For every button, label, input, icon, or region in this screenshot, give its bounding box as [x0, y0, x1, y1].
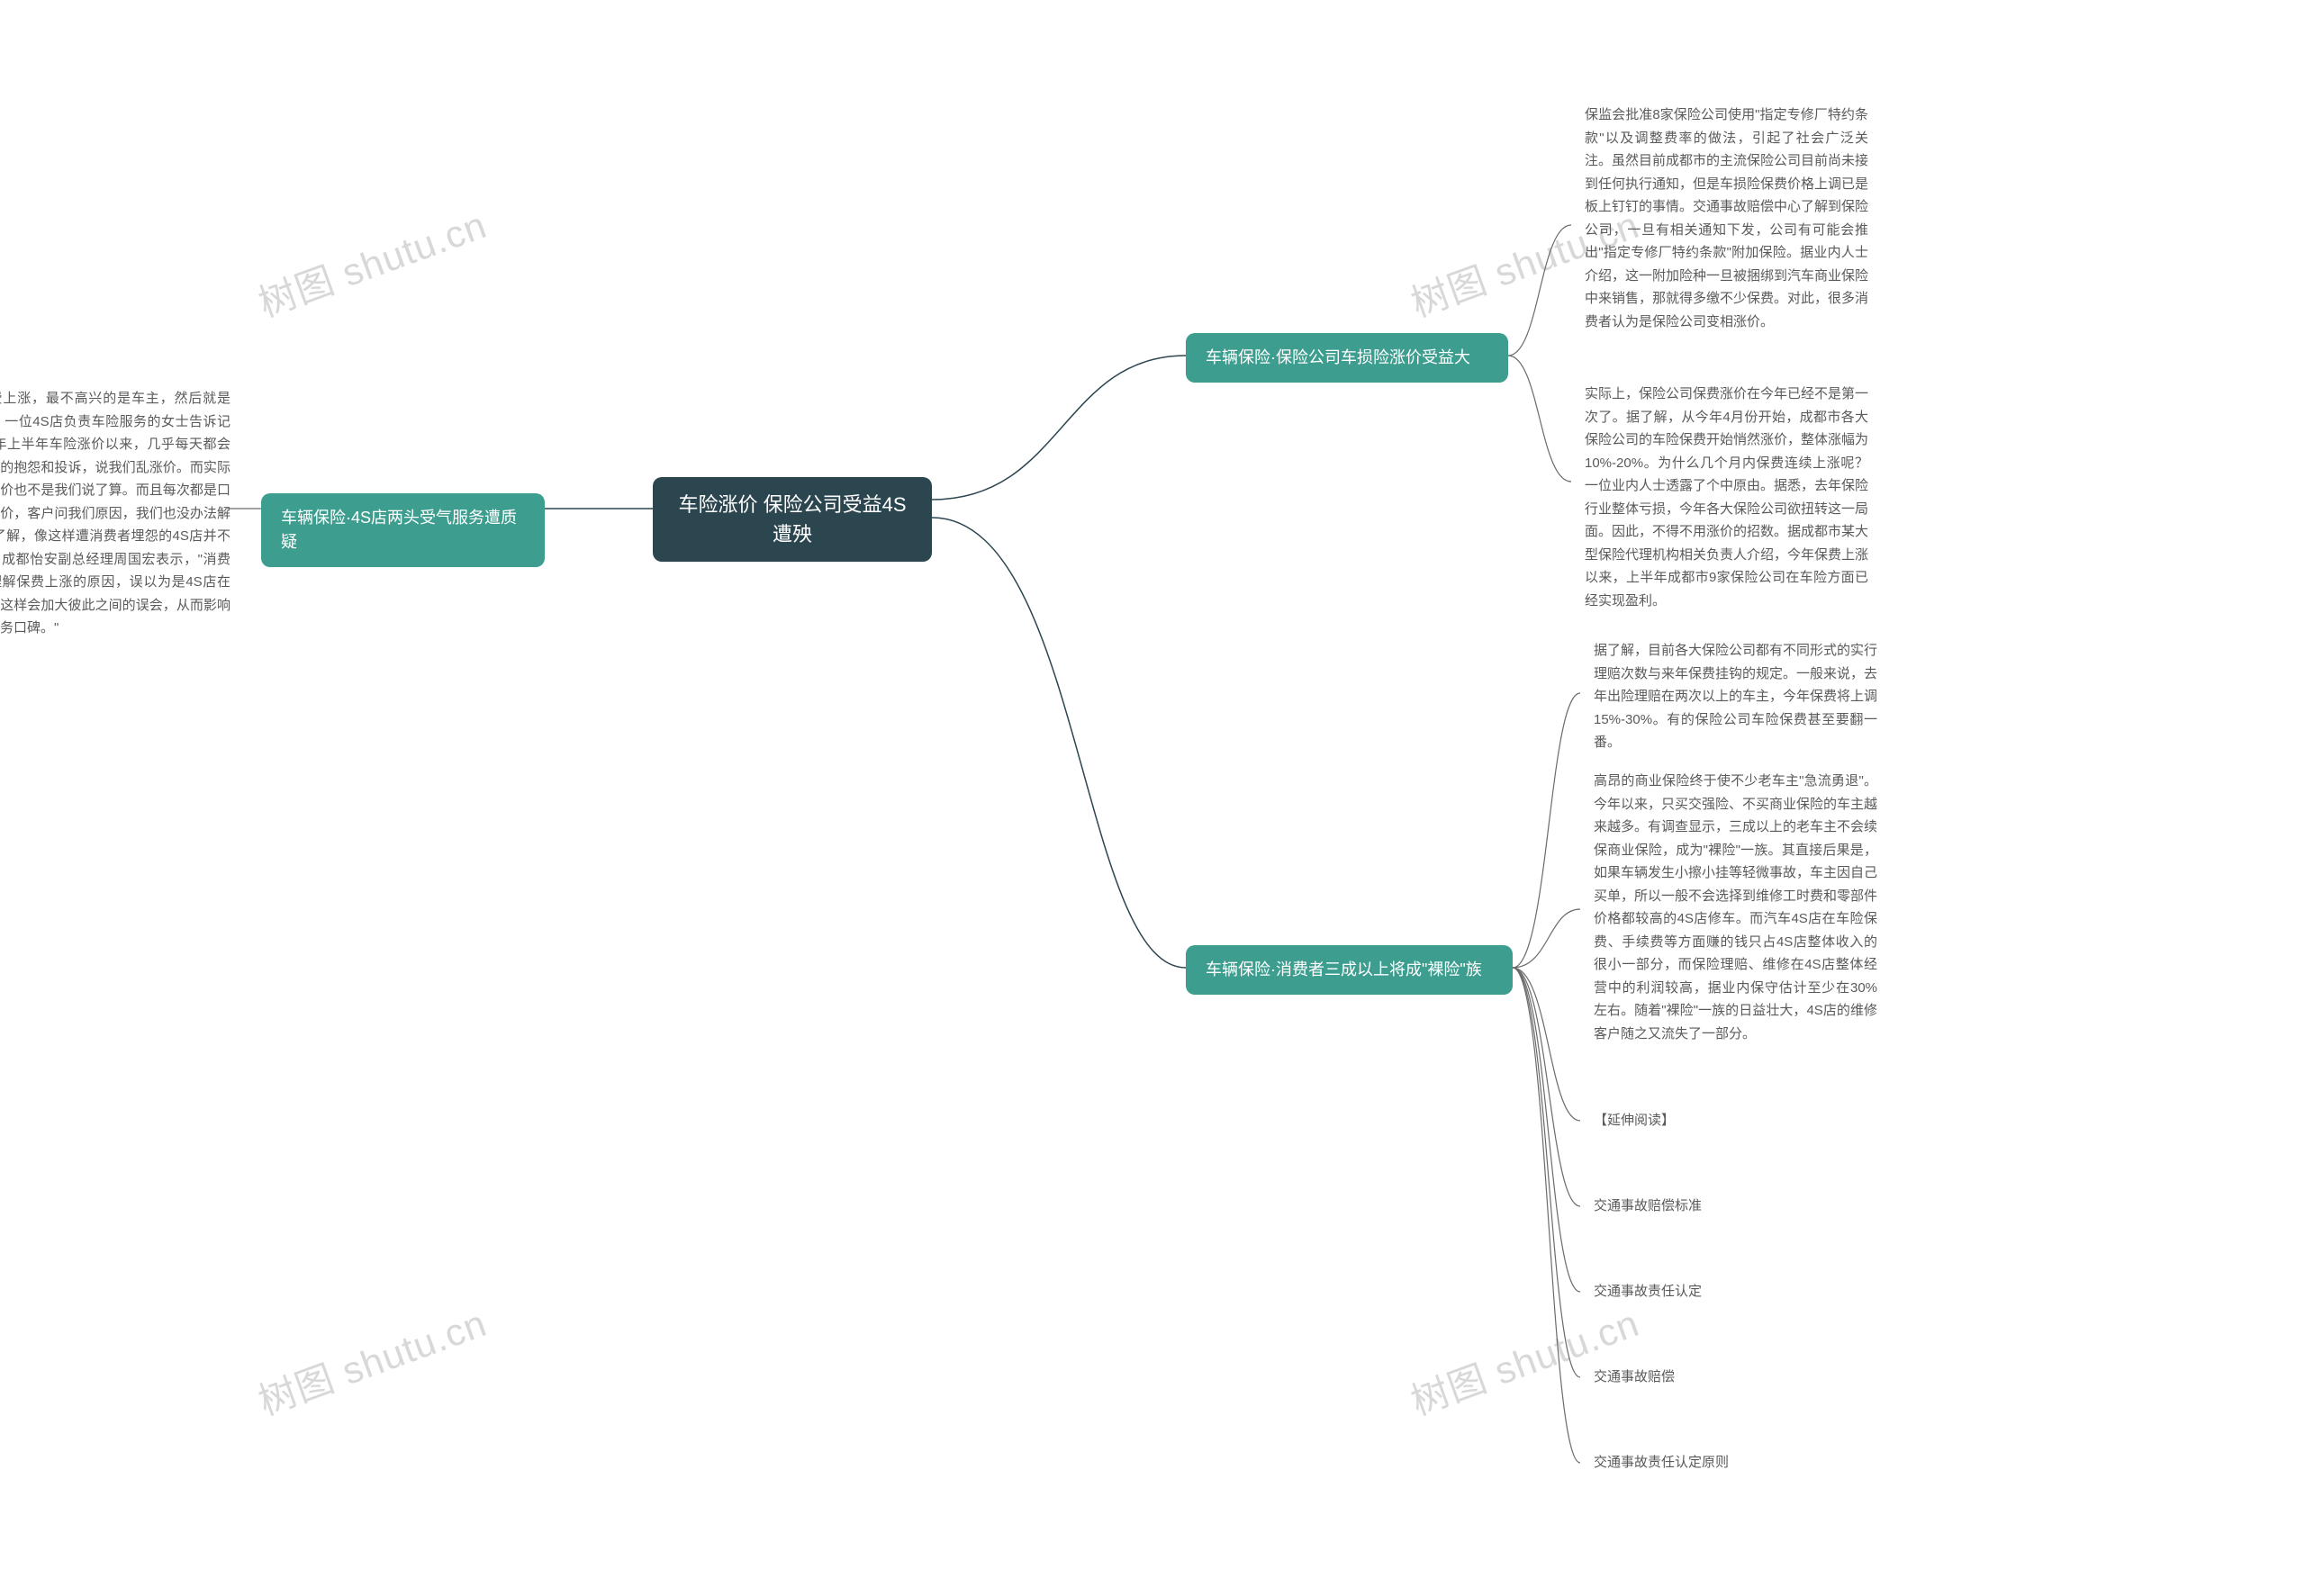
root-title: 车险涨价 保险公司受益4S遭殃: [673, 490, 912, 549]
branch-label: 车辆保险·保险公司车损险涨价受益大: [1206, 346, 1470, 370]
watermark: 树图 shutu.cn: [250, 1293, 493, 1426]
branch-node-b2: 车辆保险·消费者三成以上将成"裸险"族: [1186, 945, 1513, 995]
leaf-text: 交通事故责任认定原则: [1594, 1451, 1877, 1474]
leaf-text: 高昂的商业保险终于使不少老车主"急流勇退"。今年以来，只买交强险、不买商业保险的…: [1594, 770, 1877, 1045]
leaf-text: 保监会批准8家保险公司使用"指定专修厂特约条款"以及调整费率的做法，引起了社会广…: [1585, 104, 1868, 333]
branch-label: 车辆保险·4S店两头受气服务遭质疑: [281, 506, 525, 555]
leaf-text: 实际上，保险公司保费涨价在今年已经不是第一次了。据了解，从今年4月份开始，成都市…: [1585, 383, 1868, 612]
branch-node-b3: 车辆保险·4S店两头受气服务遭质疑: [261, 493, 545, 567]
branch-node-b1: 车辆保险·保险公司车损险涨价受益大: [1186, 333, 1508, 383]
leaf-text: 交通事故赔偿: [1594, 1366, 1877, 1389]
leaf-text: 【延伸阅读】: [1594, 1109, 1877, 1132]
leaf-text: 交通事故责任认定: [1594, 1280, 1877, 1303]
branch-label: 车辆保险·消费者三成以上将成"裸险"族: [1206, 958, 1482, 982]
leaf-text: 车险保费上涨，最不高兴的是车主，然后就是4S店了。一位4S店负责车险服务的女士告…: [0, 387, 230, 640]
leaf-text: 交通事故赔偿标准: [1594, 1195, 1877, 1218]
watermark: 树图 shutu.cn: [1403, 1293, 1646, 1426]
watermark: 树图 shutu.cn: [250, 194, 493, 328]
root-node: 车险涨价 保险公司受益4S遭殃: [653, 477, 932, 562]
connector-layer: [0, 0, 2305, 1596]
leaf-text: 据了解，目前各大保险公司都有不同形式的实行理赔次数与来年保费挂钩的规定。一般来说…: [1594, 639, 1877, 754]
